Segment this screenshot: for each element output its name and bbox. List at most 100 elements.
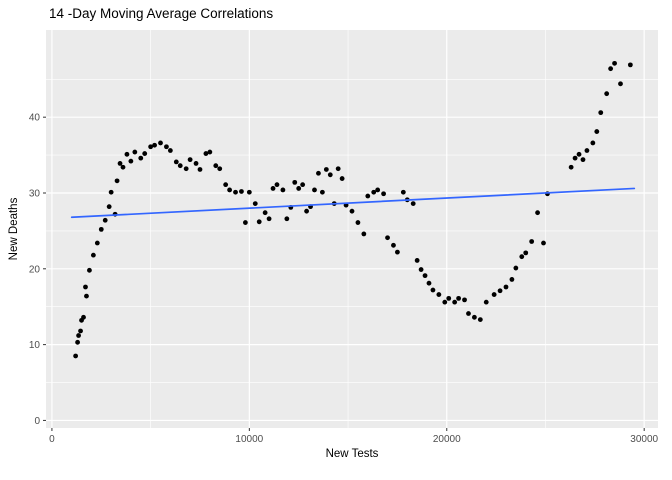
data-point <box>124 151 130 157</box>
data-point <box>339 176 345 181</box>
data-point <box>284 216 290 222</box>
data-point <box>90 252 96 258</box>
y-tick-label: 10 <box>29 340 41 351</box>
x-tick-label: 20000 <box>433 434 461 445</box>
y-tick-label: 30 <box>29 188 41 199</box>
data-point <box>197 167 203 172</box>
data-point <box>513 265 519 271</box>
data-point <box>335 166 341 172</box>
data-point <box>83 284 88 290</box>
data-point <box>233 189 238 195</box>
y-tick-label: 40 <box>29 113 41 124</box>
data-point <box>400 189 406 195</box>
data-point <box>152 142 157 148</box>
data-point <box>365 193 371 199</box>
data-point <box>503 284 509 290</box>
data-point <box>612 60 617 66</box>
data-point <box>106 204 112 210</box>
scatter-points <box>73 60 633 359</box>
data-point <box>590 140 596 146</box>
data-point <box>193 161 199 166</box>
data-point <box>292 179 298 185</box>
data-point <box>519 254 525 260</box>
data-point <box>262 210 268 216</box>
data-point <box>312 187 317 193</box>
data-point <box>187 157 193 163</box>
data-point <box>173 159 179 165</box>
data-point <box>246 189 252 195</box>
data-point <box>81 314 86 320</box>
data-point <box>177 163 183 169</box>
data-point <box>541 240 546 246</box>
data-point <box>327 172 333 178</box>
data-point <box>584 148 590 153</box>
data-point <box>242 220 248 225</box>
data-point <box>466 311 471 316</box>
data-point <box>371 189 377 195</box>
data-point <box>223 182 229 188</box>
data-point <box>594 129 600 134</box>
axis-ticks: 0 10000 20000 30000 0 10 20 30 40 <box>29 113 659 445</box>
data-point <box>381 191 386 197</box>
data-point <box>102 217 108 223</box>
x-tick-label: 0 <box>49 434 55 445</box>
data-point <box>319 189 325 195</box>
data-point <box>203 151 209 156</box>
data-point <box>509 277 515 282</box>
data-point <box>414 258 420 263</box>
data-point <box>75 339 80 345</box>
data-point <box>158 140 163 146</box>
chart-title: 14 -Day Moving Average Correlations <box>49 6 274 21</box>
y-axis-title: New Deaths <box>8 197 20 261</box>
data-point <box>483 299 489 305</box>
data-point <box>87 267 92 273</box>
data-point <box>142 151 148 156</box>
data-point <box>456 295 462 301</box>
data-point <box>349 208 355 214</box>
data-point <box>114 178 120 184</box>
data-point <box>148 144 154 150</box>
x-tick-label: 10000 <box>235 434 263 445</box>
data-point <box>217 166 223 172</box>
data-point <box>436 292 442 297</box>
data-point <box>120 164 126 170</box>
data-point <box>361 231 367 237</box>
trend-line <box>70 187 636 219</box>
data-point <box>568 164 574 170</box>
data-point <box>227 187 233 193</box>
data-point <box>355 220 361 225</box>
data-point <box>300 182 306 188</box>
data-point <box>274 182 280 188</box>
data-point <box>627 62 633 68</box>
data-point <box>529 239 535 244</box>
data-point <box>446 295 452 301</box>
data-point <box>117 161 123 166</box>
data-point <box>296 186 302 191</box>
plot-panel <box>46 30 658 428</box>
data-point <box>108 189 114 195</box>
data-point <box>572 155 578 161</box>
data-point <box>391 242 396 248</box>
data-point <box>442 299 448 305</box>
data-point <box>375 187 381 193</box>
y-tick-label: 0 <box>34 416 40 427</box>
data-point <box>76 333 81 338</box>
data-point <box>598 110 604 116</box>
data-point <box>608 66 614 72</box>
data-point <box>132 149 138 155</box>
data-point <box>604 91 610 97</box>
data-point <box>580 157 586 163</box>
data-point <box>98 226 104 232</box>
data-point <box>213 163 219 169</box>
data-point <box>167 148 173 153</box>
data-point <box>78 328 83 334</box>
data-point <box>84 293 89 299</box>
data-point <box>183 166 189 172</box>
data-point <box>472 314 477 320</box>
data-point <box>252 201 258 207</box>
data-point <box>418 267 424 272</box>
data-point <box>304 208 309 214</box>
data-point <box>280 187 286 193</box>
